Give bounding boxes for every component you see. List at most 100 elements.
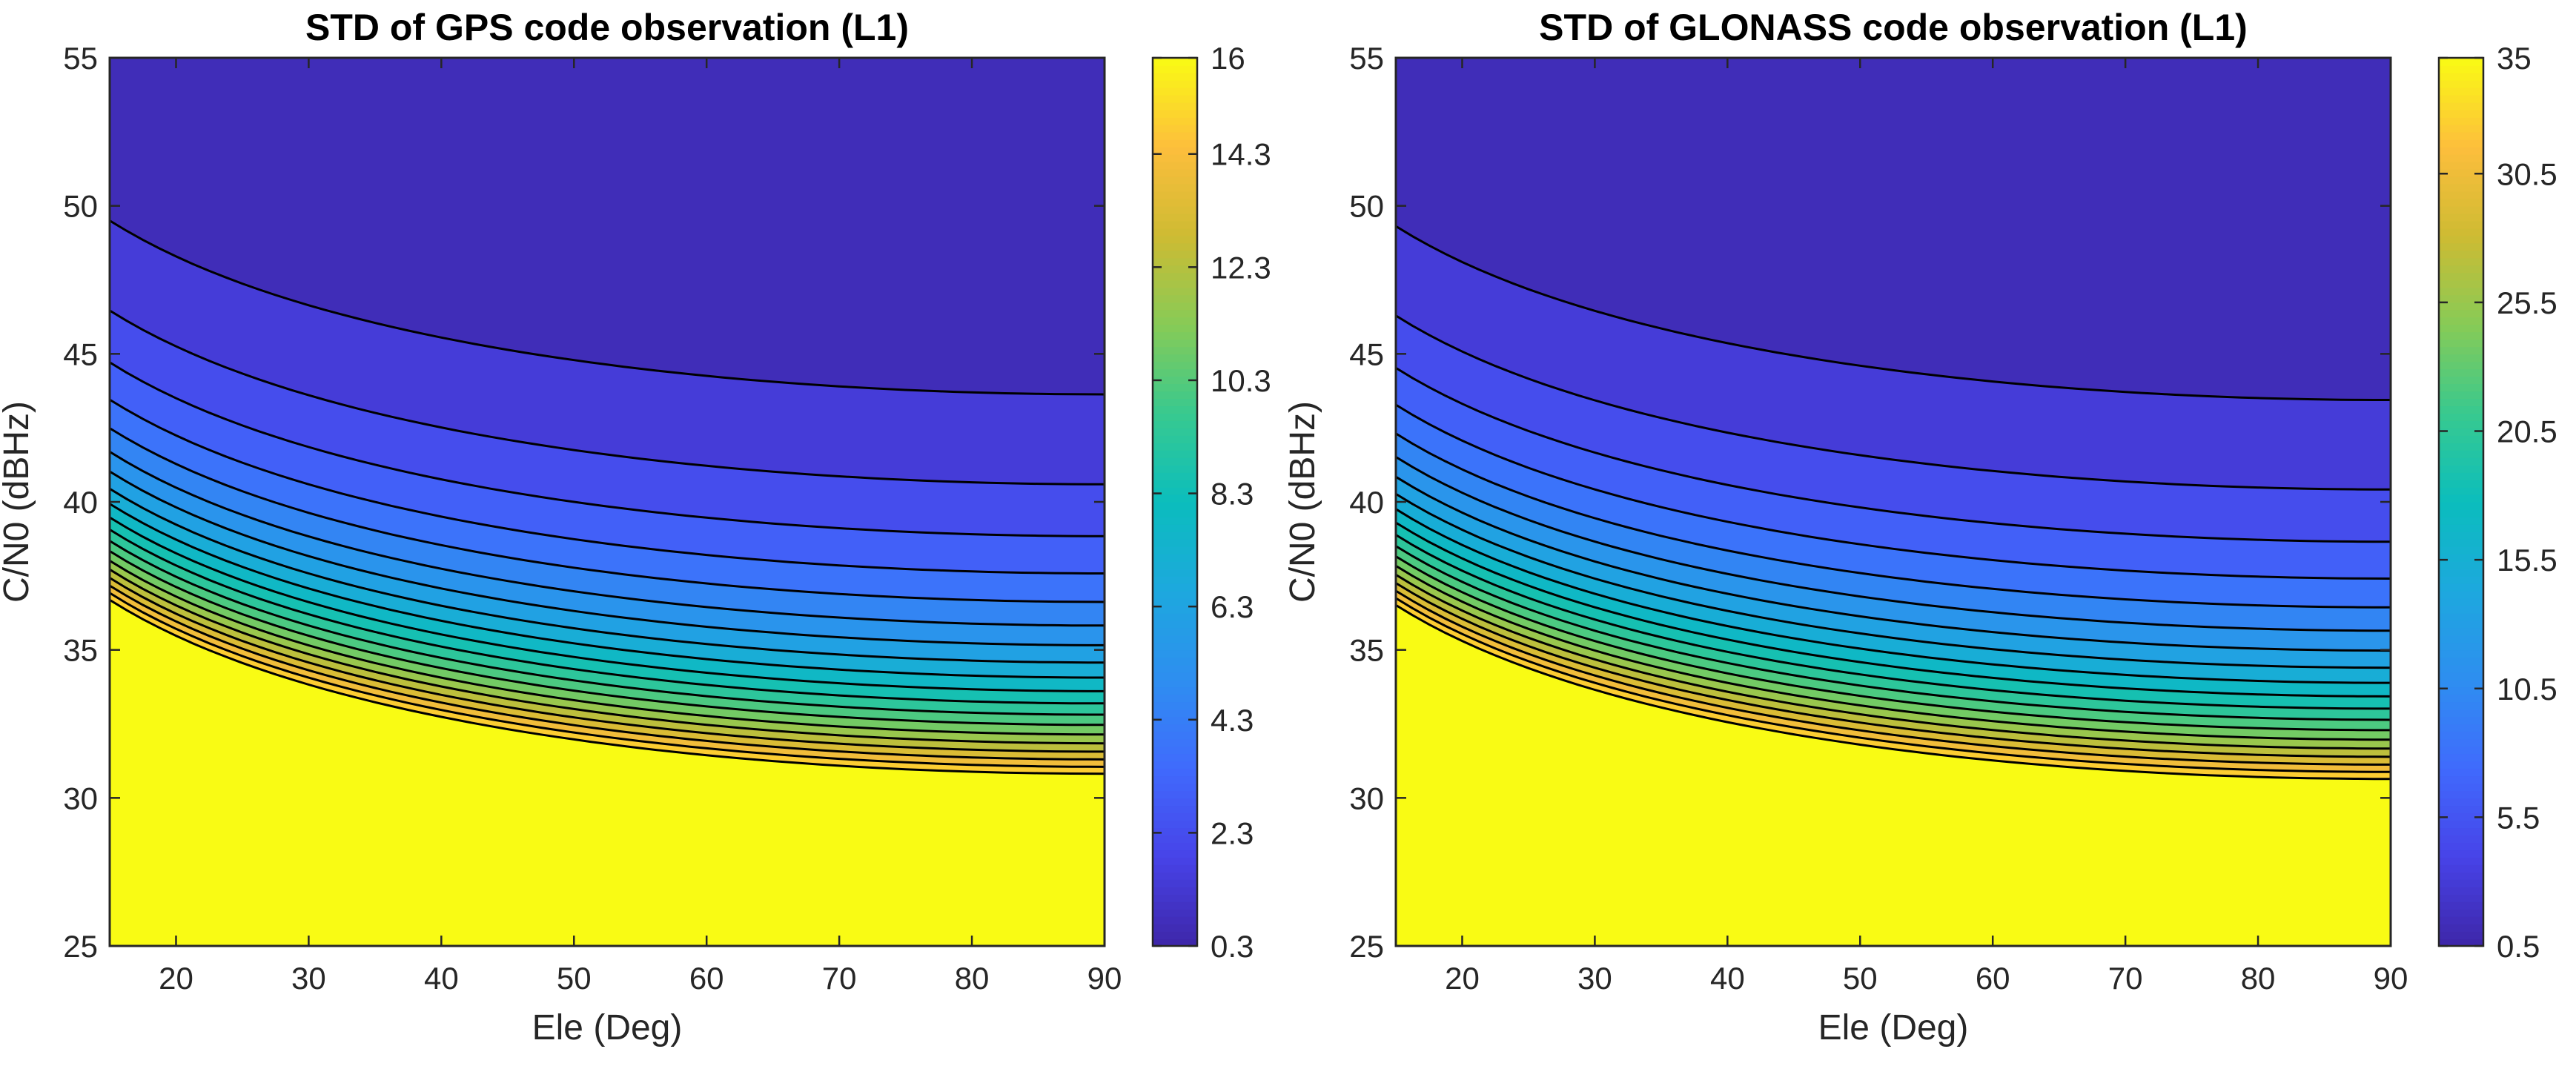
chart-title: STD of GLONASS code observation (L1) [1539,7,2248,48]
contour-line [1396,545,2391,721]
colorbar-swatch [2439,835,2483,844]
contour-line [110,219,1105,396]
colorbar-swatch [2439,605,2483,614]
colorbar-swatch [1153,465,1197,473]
contour-band [110,489,1105,678]
colorbar-swatch [2439,487,2483,495]
contour-line [1396,534,2391,710]
colorbar-swatch [2439,701,2483,710]
contour-band [110,451,1105,646]
colorbar-swatch [1153,94,1197,103]
colorbar-swatch [2439,820,2483,829]
contour-line [110,503,1105,679]
contour-line [1396,582,2391,758]
colorbar-swatch [1153,168,1197,177]
colorbar-swatch [1153,420,1197,428]
colorbar-swatch [1153,864,1197,873]
colorbar-swatch [2439,109,2483,118]
colorbar-swatch [2439,842,2483,851]
colorbar-swatch [2439,894,2483,902]
colorbar-tick-label: 15.5 [2497,543,2557,577]
colorbar-swatch [1153,146,1197,155]
contour-band [110,600,1105,946]
colorbar-swatch [1153,516,1197,525]
contour-line [110,599,1105,775]
colorbar-swatch [2439,102,2483,110]
colorbar-swatch [2439,553,2483,562]
colorbar-swatch [1153,775,1197,784]
contour-line [1396,589,2391,766]
x-tick-label: 40 [1710,961,1745,996]
y-tick-label: 45 [63,337,98,371]
colorbar-swatch [2439,864,2483,873]
colorbar-swatch [1153,265,1197,274]
colorbar-swatch [2439,635,2483,643]
colorbar-swatch [1153,220,1197,229]
colorbar-swatch [2439,738,2483,747]
colorbar-swatch [1153,649,1197,658]
colorbar-swatch [1153,820,1197,829]
colorbar-swatch [1153,909,1197,917]
colorbar-swatch [2439,72,2483,81]
colorbar-swatch [1153,294,1197,303]
colorbar-swatch [2439,317,2483,325]
colorbar-swatch [2439,361,2483,370]
colorbar-swatch [1153,406,1197,414]
colorbar-swatch [1153,716,1197,725]
colorbar-swatch [1153,368,1197,377]
colorbar-swatch [2439,590,2483,599]
colorbar-swatch [2439,775,2483,784]
y-tick-label: 35 [1349,633,1384,668]
colorbar-swatch [1153,879,1197,887]
colorbar-swatch [2439,516,2483,525]
x-tick-label: 90 [1087,961,1122,996]
chart-panel-1: 20 30 40 50 60 70 80 90 25 30 35 40 45 50 55 STD of GPS… [0,7,1271,1048]
contour-line [1396,565,2391,741]
colorbar-swatch [1153,538,1197,547]
contour-band [1396,433,2391,631]
colorbar-swatch [2439,420,2483,428]
contour-band [1396,315,2391,542]
contour-band [110,540,1105,725]
colorbar-swatch [2439,583,2483,592]
colorbar-swatch [1153,213,1197,222]
colorbar-tick-label: 30.5 [2497,156,2557,191]
colorbar-swatch [1153,116,1197,125]
contour-band [1396,477,2391,668]
colorbar-swatch [1153,887,1197,895]
colorbar-swatch [1153,331,1197,340]
contour-line [1396,456,2391,632]
colorbar-swatch [1153,242,1197,251]
colorbar-swatch [2439,857,2483,865]
colorbar-swatch [2439,294,2483,303]
colorbar-swatch [1153,560,1197,569]
colorbar-swatch [1153,627,1197,636]
contour-line [110,361,1105,537]
colorbar-swatch [1153,472,1197,480]
colorbar-swatch [1153,72,1197,81]
colorbar-swatch [2439,657,2483,666]
colorbar-swatch [2439,827,2483,836]
colorbar-swatch [1153,835,1197,844]
colorbar-swatch [1153,257,1197,266]
contour-band [1396,534,2391,720]
colorbar-swatch [1153,635,1197,643]
y-tick-label: 25 [63,929,98,964]
contour-line [1396,508,2391,684]
y-tick-label: 30 [1349,781,1384,815]
colorbar-tick-label: 6.3 [1211,589,1254,624]
x-tick-label: 50 [557,961,592,996]
colorbar-tick-label: 16 [1211,41,1245,76]
contour-line [110,451,1105,627]
colorbar-swatch [2439,398,2483,407]
colorbar-swatch [1153,798,1197,807]
colorbar-swatch [2439,376,2483,385]
x-tick-label: 30 [1577,961,1612,996]
contour-band [110,503,1105,692]
colorbar-swatch [2439,753,2483,762]
contour-band [1396,523,2391,709]
colorbar-swatch [2439,435,2483,443]
contour-band [1396,509,2391,697]
colorbar-swatch [2439,176,2483,185]
colorbar-swatch [2439,724,2483,732]
